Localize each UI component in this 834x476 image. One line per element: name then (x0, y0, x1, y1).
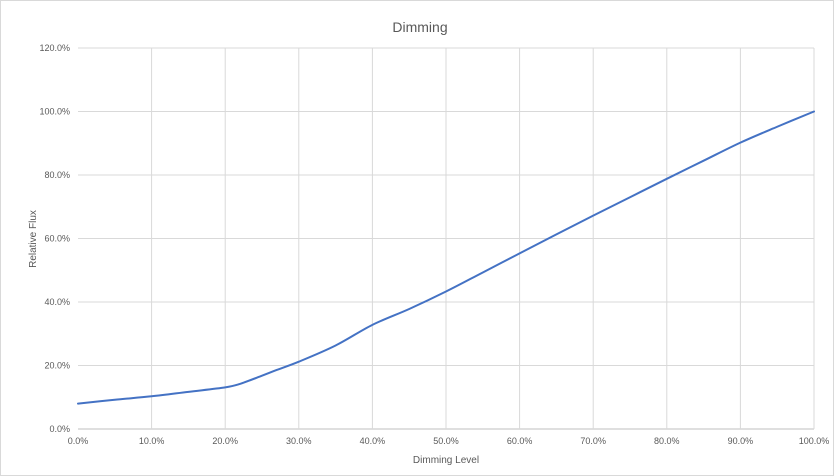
x-tick-label: 50.0% (433, 436, 459, 446)
x-tick-label: 100.0% (799, 436, 830, 446)
x-tick-label: 20.0% (212, 436, 238, 446)
x-axis-tick-labels: 0.0% 10.0% 20.0% 30.0% 40.0% 50.0% 60.0% 70.0% 8… (68, 436, 830, 446)
y-axis-title: Relative Flux (28, 210, 39, 268)
x-tick-label: 60.0% (507, 436, 533, 446)
y-axis-tick-labels: 0.0% 20.0% 40.0% 60.0% 80.0% 100.0% 120.0% (39, 43, 70, 434)
y-tick-label: 20.0% (44, 361, 70, 371)
series-layer (77, 110, 815, 405)
gridlines (78, 47, 815, 430)
x-tick-label: 80.0% (654, 436, 680, 446)
series-line (77, 110, 815, 405)
x-tick-label: 90.0% (728, 436, 754, 446)
x-tick-label: 40.0% (360, 436, 386, 446)
x-tick-label: 70.0% (580, 436, 606, 446)
y-tick-label: 80.0% (44, 170, 70, 180)
x-tick-label: 10.0% (139, 436, 165, 446)
y-tick-label: 100.0% (39, 107, 70, 117)
y-tick-label: 40.0% (44, 297, 70, 307)
y-tick-label: 120.0% (39, 43, 70, 53)
chart-title: Dimming (392, 19, 447, 35)
y-tick-label: 0.0% (49, 424, 70, 434)
x-axis-title: Dimming Level (413, 455, 479, 466)
x-tick-label: 0.0% (68, 436, 89, 446)
x-tick-label: 30.0% (286, 436, 312, 446)
y-tick-label: 60.0% (44, 234, 70, 244)
